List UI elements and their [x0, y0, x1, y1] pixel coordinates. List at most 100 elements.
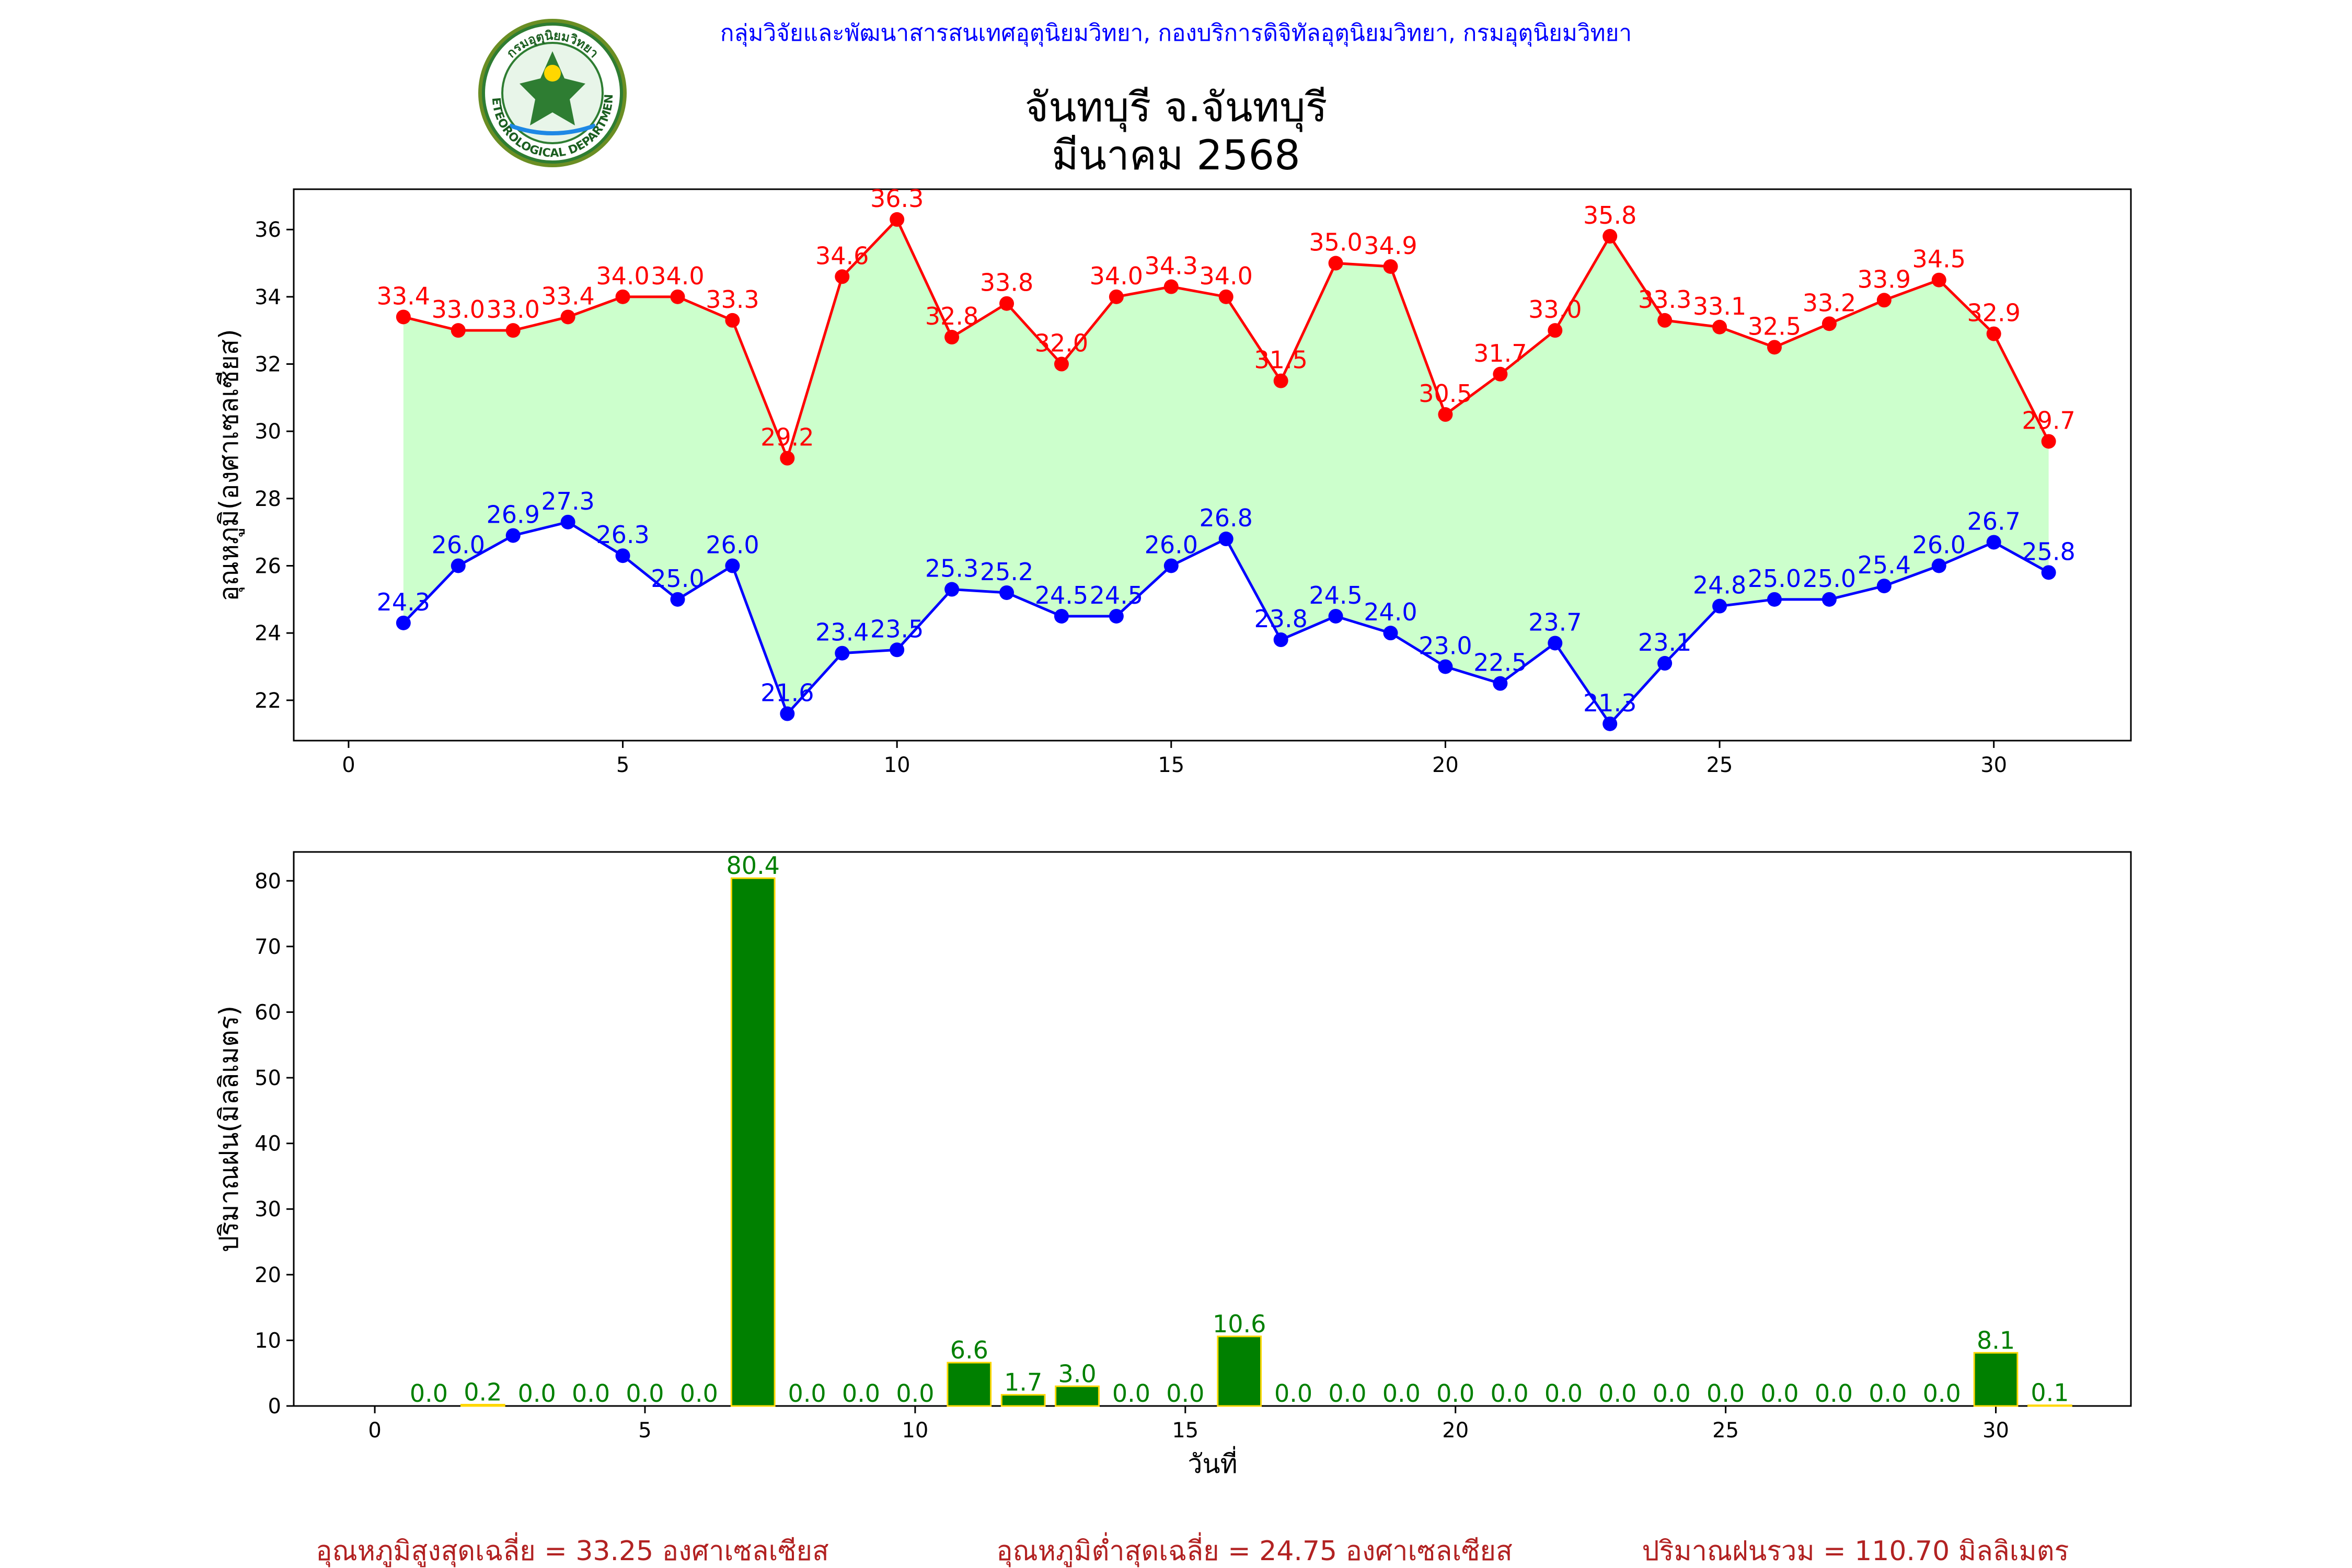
y-tick-label: 28 [255, 487, 281, 511]
chart-title-month: มีนาคม 2568 [1052, 132, 1300, 179]
min-temp-point [1986, 535, 2001, 550]
min-temp-label: 25.8 [2022, 537, 2075, 566]
max-temp-label: 34.0 [651, 262, 704, 290]
y-tick-label: 30 [255, 420, 281, 444]
rainfall-data-labels: 0.0 0.2 0.0 0.0 0.0 0.0 80.4 0.0 0.0 0.0 6.6 1.7 3.0… [410, 851, 2069, 1408]
temperature-plot-frame [293, 188, 2132, 742]
rainfall-bars [460, 877, 2072, 1407]
max-temp-point [1986, 326, 2001, 341]
x-tick-label: 10 [902, 1419, 928, 1443]
rain-value-label: 0.0 [1166, 1379, 1204, 1408]
min-temp-point [1602, 716, 1618, 731]
rain-value-label: 8.1 [1977, 1326, 2015, 1354]
max-temp-point [1931, 272, 1946, 287]
rain-bar [947, 1362, 992, 1407]
min-temp-label: 25.4 [1858, 551, 1911, 579]
rainfall-axes: 0 5 10 15 20 25 30 0 10 20 30 40 50 60 70 80 [255, 869, 2009, 1443]
rain-value-label: 80.4 [727, 851, 780, 880]
min-temp-label: 26.0 [432, 531, 485, 559]
x-tick-label: 25 [1707, 753, 1733, 777]
min-temp-point [1931, 558, 1946, 573]
min-temp-point [451, 558, 466, 573]
min-temp-label: 26.3 [596, 521, 649, 549]
x-tick-label: 15 [1158, 753, 1184, 777]
max-temp-point [2041, 434, 2056, 449]
rain-value-label: 6.6 [950, 1336, 988, 1364]
min-temp-point [2041, 565, 2056, 580]
y-tick-label: 70 [255, 935, 281, 959]
max-temp-label: 29.2 [760, 423, 814, 452]
min-temp-point [725, 558, 740, 573]
rain-value-label: 0.0 [1112, 1379, 1150, 1408]
min-temp-point [1821, 592, 1837, 607]
max-temp-point [560, 309, 575, 325]
y-tick-label: 26 [255, 554, 281, 578]
y-tick-label: 60 [255, 1000, 281, 1024]
rain-value-label: 0.2 [464, 1378, 502, 1406]
rain-bar [1055, 1385, 1100, 1407]
rain-value-label: 0.1 [2031, 1379, 2069, 1407]
min-temp-point [1493, 676, 1508, 691]
max-temp-point [1273, 373, 1288, 388]
min-temp-point [505, 528, 521, 543]
max-temp-label: 35.0 [1309, 228, 1362, 257]
max-temp-label: 32.5 [1748, 312, 1801, 340]
min-temp-label: 27.3 [541, 487, 594, 515]
max-temp-point [1876, 293, 1892, 308]
max-temp-label: 33.8 [980, 269, 1033, 297]
max-temp-label: 33.1 [1693, 292, 1746, 320]
max-temp-label: 33.0 [1528, 295, 1582, 324]
min-temp-label: 25.0 [1748, 564, 1801, 593]
min-temp-point [1273, 632, 1288, 648]
max-temp-label: 32.8 [925, 302, 978, 330]
min-temp-label: 23.5 [870, 615, 924, 643]
min-temp-point [1218, 532, 1233, 547]
min-temp-point [1163, 558, 1179, 573]
min-temp-point [890, 642, 905, 658]
max-temp-point [1712, 319, 1727, 335]
rain-bar [460, 1403, 505, 1407]
max-temp-label: 34.0 [1200, 262, 1253, 290]
max-temp-label: 32.0 [1035, 329, 1088, 358]
y-tick-label: 40 [255, 1132, 281, 1156]
max-temp-label: 33.4 [541, 282, 594, 310]
org-line: กลุ่มวิจัยและพัฒนาสารสนเทศอุตุนิยมวิทยา,… [720, 20, 1632, 47]
min-temp-label: 24.5 [1035, 581, 1088, 609]
chart-title-station: จันทบุรี จ.จันทบุรี [1025, 84, 1328, 132]
rain-value-label: 0.0 [572, 1379, 610, 1408]
min-temp-label: 25.2 [980, 558, 1033, 586]
max-temp-point [1109, 289, 1124, 304]
x-tick-label: 5 [616, 753, 629, 777]
rain-value-label: 0.0 [1328, 1379, 1366, 1408]
min-temp-label: 26.0 [706, 531, 759, 559]
min-temp-label: 24.5 [1090, 581, 1143, 609]
min-temp-point [1767, 592, 1782, 607]
avg-min-temp-summary: อุณหภูมิต่ำสุดเฉลี่ย = 24.75 องศาเซลเซีย… [996, 1532, 1512, 1567]
max-temp-point [1218, 289, 1233, 304]
min-temp-label: 23.1 [1638, 628, 1691, 656]
max-temp-label: 33.3 [1638, 285, 1691, 314]
min-temp-point [780, 706, 795, 721]
max-temp-point [1602, 229, 1618, 244]
max-temp-point [890, 212, 905, 227]
max-temp-label: 29.7 [2022, 406, 2075, 434]
department-logo-icon: METEOROLOGICAL DEPARTMENT กรมอุตุนิยมวิท… [0, 0, 627, 167]
rain-value-label: 0.0 [1923, 1379, 1961, 1408]
x-tick-label: 20 [1432, 753, 1459, 777]
min-temp-label: 25.3 [925, 555, 978, 583]
rainfall-plot-frame [293, 851, 2132, 1407]
x-tick-label: 20 [1442, 1419, 1469, 1443]
max-temp-label: 32.9 [1967, 299, 2020, 327]
x-tick-label: 15 [1172, 1419, 1198, 1443]
max-temp-point [1328, 256, 1343, 271]
min-temp-label: 26.0 [1912, 531, 1966, 559]
min-temp-label: 21.3 [1583, 689, 1636, 717]
y-tick-label: 22 [255, 689, 281, 713]
y-tick-label: 36 [255, 218, 281, 242]
min-temp-point [670, 592, 685, 607]
min-temp-label: 21.6 [760, 679, 814, 707]
min-temp-point [1109, 608, 1124, 624]
rain-value-label: 10.6 [1213, 1310, 1266, 1338]
